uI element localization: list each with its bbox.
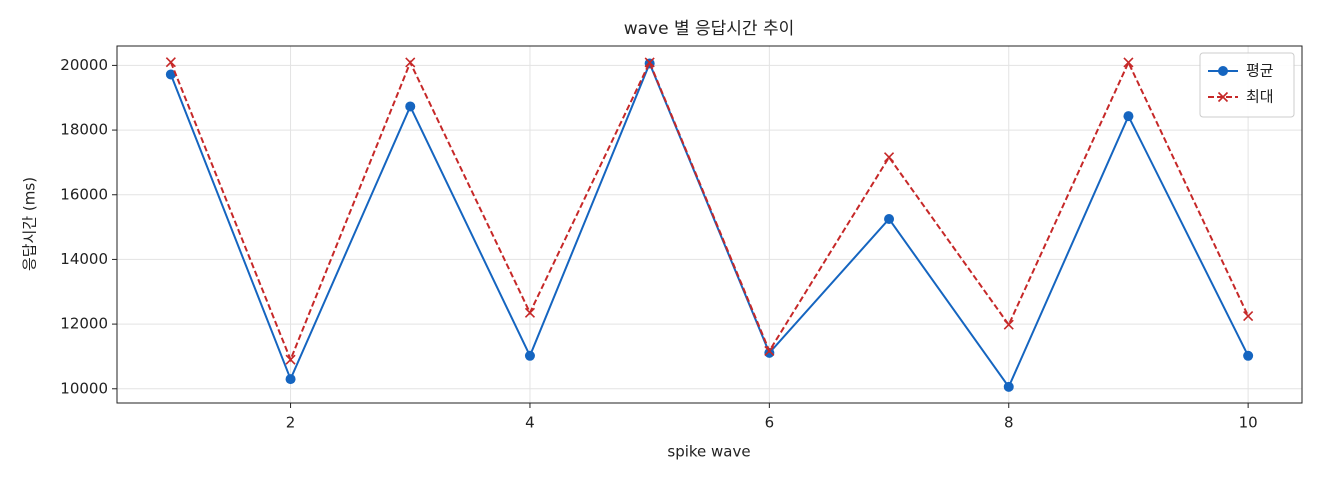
plot-frame xyxy=(116,45,1303,404)
marker xyxy=(165,57,176,68)
x-tick-label: 2 xyxy=(286,414,296,432)
y-tick-label: 16000 xyxy=(60,185,108,203)
chart-title: wave 별 응답시간 추이 xyxy=(624,19,795,39)
marker xyxy=(1003,319,1014,330)
marker xyxy=(524,307,536,318)
marker xyxy=(764,345,775,357)
marker xyxy=(405,57,416,68)
series-line xyxy=(169,60,1250,363)
x-axis-label: spike wave xyxy=(667,443,750,461)
marker xyxy=(1243,350,1254,361)
marker xyxy=(285,354,296,365)
y-tick-label: 20000 xyxy=(60,56,108,74)
marker xyxy=(285,374,296,385)
x-tick-label: 10 xyxy=(1239,414,1258,432)
marker xyxy=(1243,310,1254,322)
y-tick-label: 14000 xyxy=(60,250,108,268)
x-tick-label: 6 xyxy=(765,414,775,432)
x-tick-label: 8 xyxy=(1004,414,1014,432)
marker xyxy=(1003,381,1014,392)
marker xyxy=(884,214,895,225)
marker xyxy=(524,350,535,361)
marker xyxy=(764,347,775,358)
y-tick-label: 18000 xyxy=(60,121,108,139)
marker xyxy=(1217,91,1229,103)
marker xyxy=(405,101,416,112)
marker xyxy=(165,69,176,80)
x-tick-label: 4 xyxy=(525,414,535,432)
series-line xyxy=(169,60,1250,389)
y-axis-label: 응답시간 (ms) xyxy=(21,177,39,271)
marker xyxy=(1123,57,1134,68)
y-tick-label: 12000 xyxy=(60,315,108,333)
legend-label: 최대 xyxy=(1246,88,1274,106)
marker xyxy=(644,57,655,68)
legend-label: 평균 xyxy=(1246,62,1274,80)
marker xyxy=(883,152,895,163)
marker xyxy=(1218,66,1228,76)
y-tick-label: 10000 xyxy=(60,379,108,397)
marker xyxy=(1123,111,1134,122)
